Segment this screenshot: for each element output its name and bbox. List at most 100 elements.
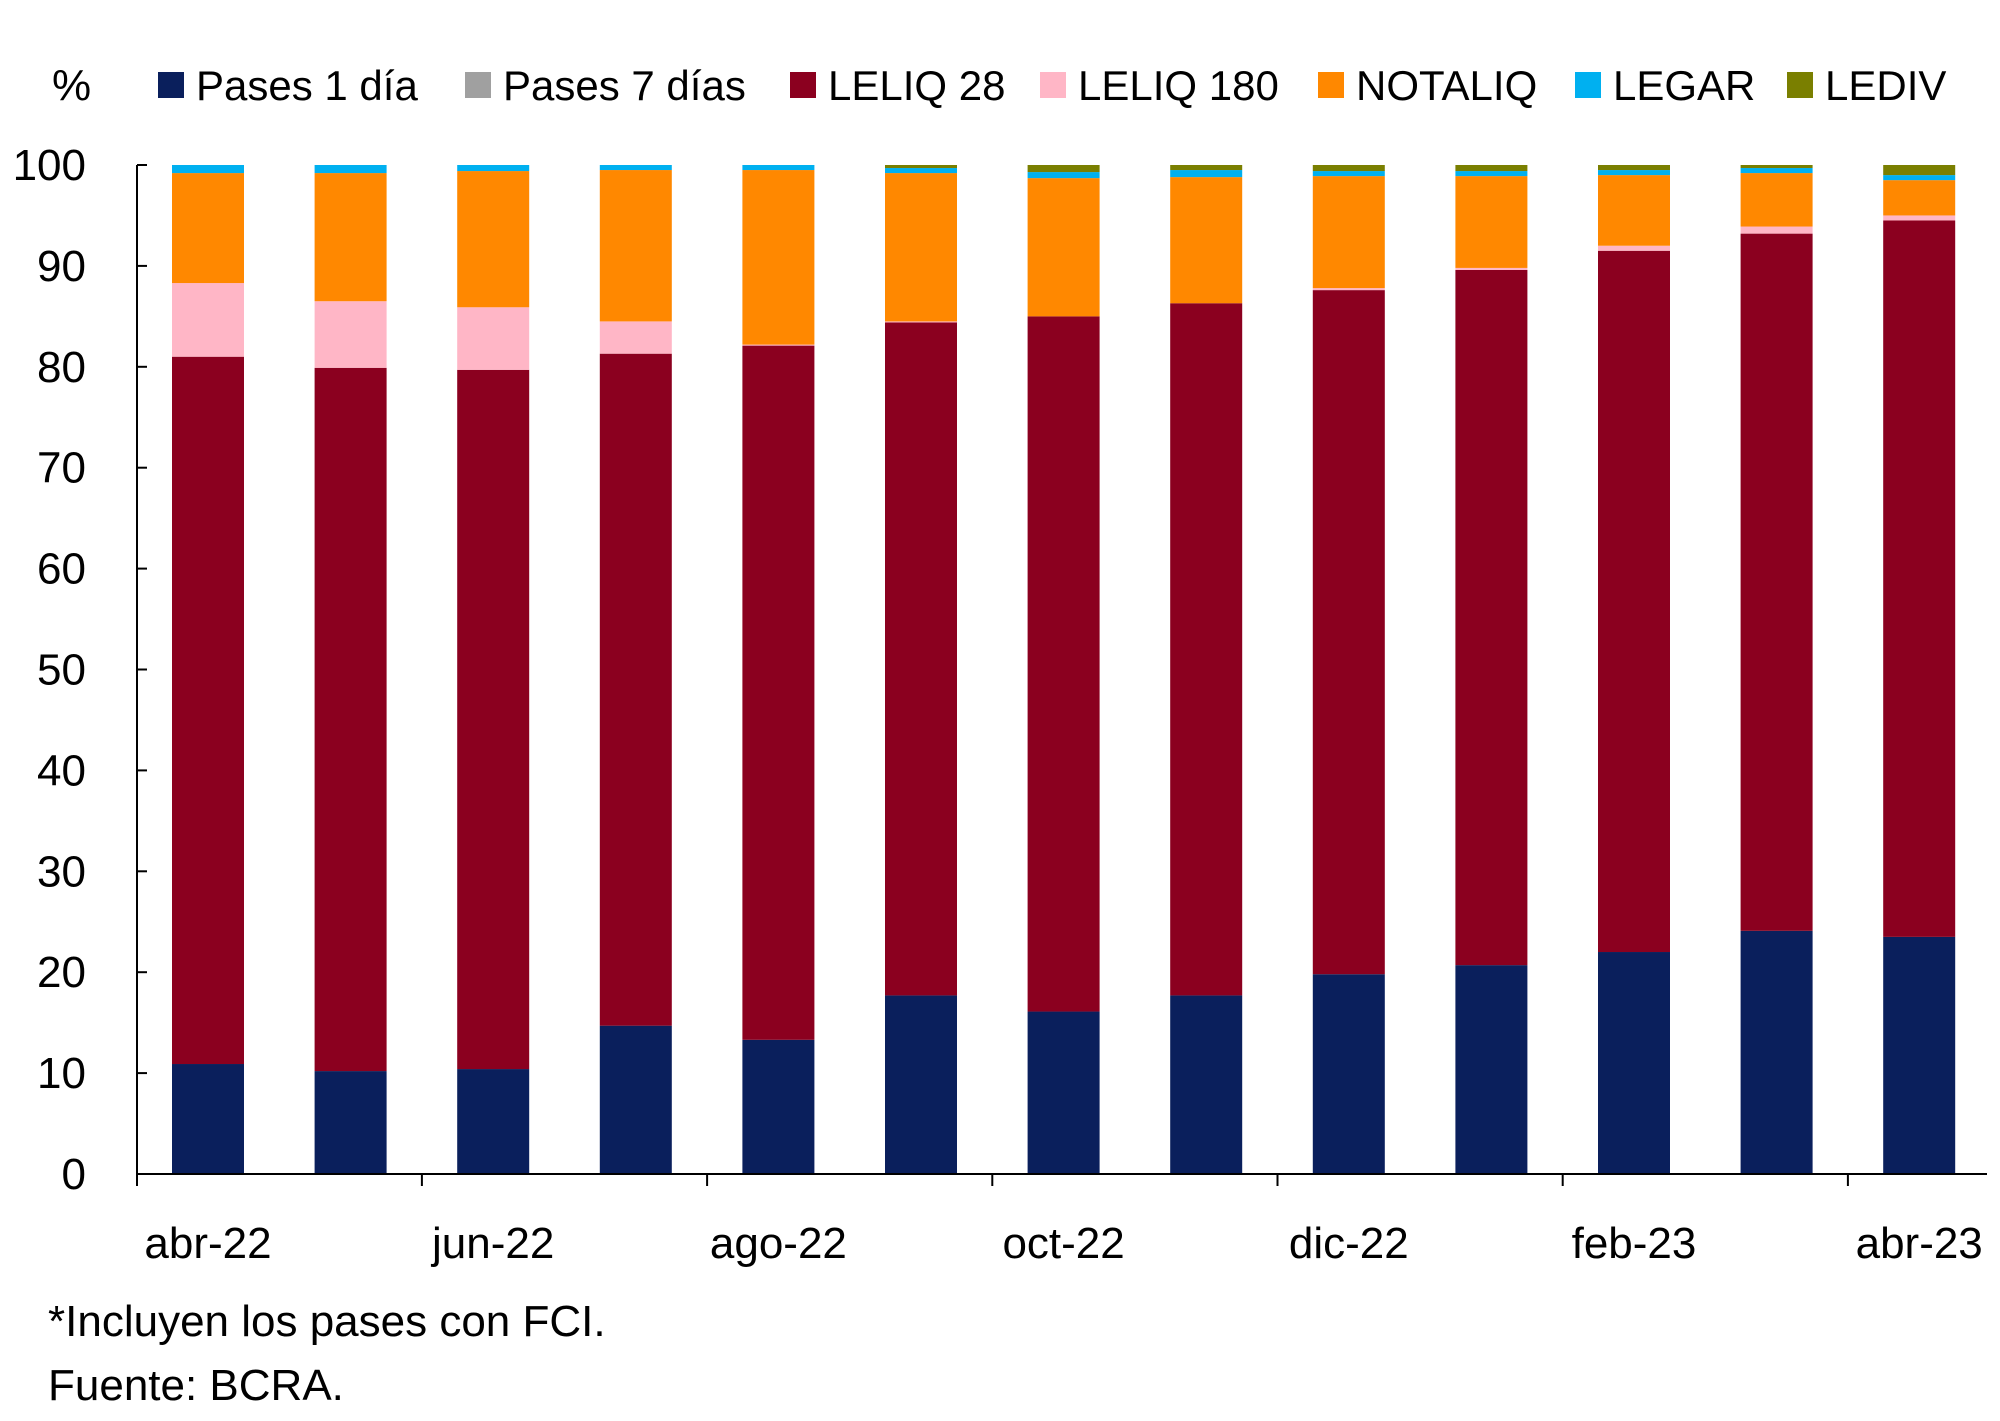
bar-stack-abr-22 bbox=[172, 165, 244, 1174]
legend: Pases 1 día Pases 7 días LELIQ 28 LELIQ 180… bbox=[158, 62, 1946, 109]
bar-segment-jun-22-leliq-180 bbox=[457, 307, 530, 370]
legend-swatch bbox=[1318, 72, 1344, 98]
bar-segment-may-22-notaliq bbox=[314, 173, 387, 302]
bar-stack-nov-22 bbox=[1170, 165, 1243, 1174]
bar-segment-nov-22-legar bbox=[1170, 170, 1243, 178]
bar-segment-jun-22-pases-1-día bbox=[457, 1069, 530, 1174]
legend-label: LELIQ 28 bbox=[828, 62, 1005, 109]
bar-segment-ene-23-leliq-28 bbox=[1455, 269, 1528, 966]
legend-label: Pases 1 día bbox=[196, 62, 418, 109]
bar-stack-ene-23 bbox=[1455, 165, 1528, 1174]
bar-segment-abr-22-pases-1-día bbox=[172, 1064, 244, 1174]
y-tick-label: 60 bbox=[37, 545, 86, 594]
bar-segment-mar-23-leliq-180 bbox=[1740, 226, 1813, 234]
bar-segment-dic-22-pases-1-día bbox=[1312, 974, 1385, 1174]
bar-segment-mar-23-notaliq bbox=[1740, 173, 1813, 227]
bar-segment-sep-22-notaliq bbox=[885, 173, 957, 322]
bar-segment-feb-23-notaliq bbox=[1598, 175, 1670, 246]
x-tick-label: oct-22 bbox=[1002, 1219, 1124, 1268]
bar-segment-ago-22-leliq-28 bbox=[742, 345, 815, 1040]
x-tick-label: abr-23 bbox=[1856, 1219, 1983, 1268]
legend-item-lediv: LEDIV bbox=[1787, 62, 1946, 109]
bar-segment-sep-22-lediv bbox=[885, 165, 957, 169]
bar-segment-sep-22-legar bbox=[885, 168, 957, 174]
bar-stack-sep-22 bbox=[885, 165, 957, 1174]
y-tick-label: 0 bbox=[62, 1150, 86, 1199]
legend-label: LEDIV bbox=[1825, 62, 1946, 109]
bar-segment-jul-22-notaliq bbox=[599, 170, 672, 322]
bar-segment-oct-22-notaliq bbox=[1027, 178, 1100, 317]
bar-stack-abr-23 bbox=[1883, 165, 1956, 1174]
bar-segment-abr-23-leliq-28 bbox=[1883, 220, 1956, 937]
bar-segment-mar-23-pases-1-día bbox=[1740, 930, 1813, 1174]
bar-segment-abr-23-legar bbox=[1883, 175, 1956, 181]
y-tick-label: 90 bbox=[37, 242, 86, 291]
bar-segment-ene-23-notaliq bbox=[1455, 176, 1528, 268]
legend-item-legar: LEGAR bbox=[1575, 62, 1755, 109]
bar-segment-nov-22-leliq-28 bbox=[1170, 303, 1243, 996]
bar-segment-jun-22-notaliq bbox=[457, 171, 530, 308]
legend-item-leliq-180: LELIQ 180 bbox=[1040, 62, 1279, 109]
y-axis-unit-label: % bbox=[52, 61, 91, 110]
bar-stack-oct-22 bbox=[1027, 165, 1100, 1174]
legend-item-notaliq: NOTALIQ bbox=[1318, 62, 1537, 109]
legend-label: Pases 7 días bbox=[503, 62, 746, 109]
bar-segment-may-22-pases-1-día bbox=[314, 1071, 387, 1174]
bar-segment-ene-23-legar bbox=[1455, 171, 1528, 177]
legend-label: LEGAR bbox=[1613, 62, 1755, 109]
bar-segment-abr-23-pases-1-día bbox=[1883, 936, 1956, 1174]
y-tick-label: 40 bbox=[37, 746, 86, 795]
bar-stack-ago-22 bbox=[742, 165, 815, 1174]
legend-swatch bbox=[1575, 72, 1601, 98]
bar-segment-jun-22-legar bbox=[457, 165, 530, 172]
bar-segment-ago-22-leliq-180 bbox=[742, 344, 815, 346]
bar-stack-may-22 bbox=[314, 165, 387, 1174]
bar-segment-ene-23-pases-1-día bbox=[1455, 965, 1528, 1174]
x-tick-label: feb-23 bbox=[1572, 1219, 1697, 1268]
bars bbox=[172, 165, 1956, 1174]
y-tick-label: 70 bbox=[37, 444, 86, 493]
legend-swatch bbox=[1787, 72, 1813, 98]
bar-segment-mar-23-leliq-28 bbox=[1740, 233, 1813, 931]
legend-label: LELIQ 180 bbox=[1078, 62, 1279, 109]
y-tick-label: 10 bbox=[37, 1049, 86, 1098]
bar-stack-feb-23 bbox=[1598, 165, 1670, 1174]
bar-segment-oct-22-pases-1-día bbox=[1027, 1011, 1100, 1174]
y-tick-label: 100 bbox=[13, 141, 86, 190]
bar-segment-jun-22-leliq-28 bbox=[457, 369, 530, 1070]
bar-segment-ene-23-leliq-180 bbox=[1455, 267, 1528, 270]
bar-segment-dic-22-legar bbox=[1312, 171, 1385, 177]
bar-stack-dic-22 bbox=[1312, 165, 1385, 1174]
bar-segment-oct-22-lediv bbox=[1027, 165, 1100, 173]
bar-segment-abr-22-leliq-180 bbox=[172, 283, 244, 357]
bar-segment-nov-22-notaliq bbox=[1170, 177, 1243, 304]
bar-segment-jul-22-leliq-180 bbox=[599, 321, 672, 354]
bar-segment-feb-23-leliq-180 bbox=[1598, 245, 1670, 251]
bar-stack-jun-22 bbox=[457, 165, 530, 1174]
x-tick-label: abr-22 bbox=[144, 1219, 271, 1268]
x-tick-label: ago-22 bbox=[710, 1219, 847, 1268]
legend-swatch bbox=[790, 72, 816, 98]
bar-segment-dic-22-notaliq bbox=[1312, 176, 1385, 289]
bar-segment-mar-23-legar bbox=[1740, 168, 1813, 174]
bar-segment-feb-23-lediv bbox=[1598, 165, 1670, 171]
legend-item-pases-1-día: Pases 1 día bbox=[158, 62, 418, 109]
legend-item-leliq-28: LELIQ 28 bbox=[790, 62, 1005, 109]
bar-segment-sep-22-pases-1-día bbox=[885, 995, 957, 1174]
bar-segment-sep-22-leliq-28 bbox=[885, 322, 957, 996]
bar-segment-sep-22-leliq-180 bbox=[885, 321, 957, 323]
y-tick-label: 30 bbox=[37, 847, 86, 896]
bar-segment-abr-23-lediv bbox=[1883, 165, 1956, 176]
axes: 0 10 20 30 40 50 60 70 80 90 100 abr-22 jun-22 ago-22… bbox=[13, 141, 1987, 1268]
x-tick-label: jun-22 bbox=[430, 1219, 554, 1268]
bar-segment-oct-22-leliq-28 bbox=[1027, 316, 1100, 1012]
bar-segment-ago-22-legar bbox=[742, 165, 815, 171]
bar-segment-abr-23-notaliq bbox=[1883, 180, 1956, 216]
bar-segment-ene-23-lediv bbox=[1455, 165, 1528, 172]
bar-segment-may-22-legar bbox=[314, 165, 387, 174]
bar-segment-may-22-leliq-180 bbox=[314, 301, 387, 368]
bar-segment-feb-23-pases-1-día bbox=[1598, 952, 1670, 1174]
legend-swatch bbox=[1040, 72, 1066, 98]
bar-segment-feb-23-legar bbox=[1598, 170, 1670, 176]
